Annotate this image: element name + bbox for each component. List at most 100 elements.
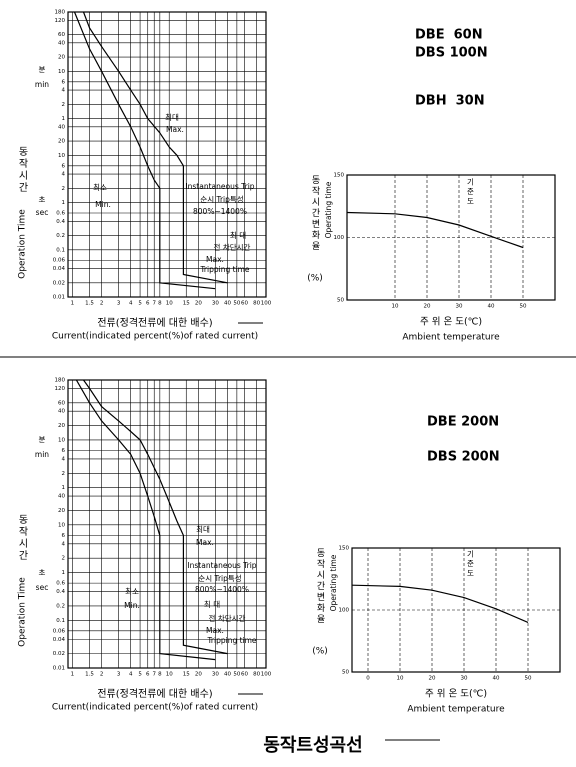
x-tick-label: 50 xyxy=(233,301,240,307)
y-tick-label: 10 xyxy=(58,153,65,159)
y-tick-label: 4 xyxy=(62,456,66,462)
plot-frame xyxy=(346,174,556,301)
x-tick-label: 10 xyxy=(392,304,399,310)
x-tick-label: 80 xyxy=(253,301,260,307)
y-axis-label: (%) xyxy=(307,274,323,284)
annotation: 분 xyxy=(39,65,46,74)
y-tick-label: 60 xyxy=(58,400,65,406)
x-tick-label: 1.5 xyxy=(85,672,94,678)
x-tick-label: 40 xyxy=(488,304,495,310)
annotation: sec xyxy=(36,208,49,217)
y-tick-label: 0.4 xyxy=(56,589,65,595)
y-tick-label: 0.6 xyxy=(56,581,65,587)
x-tick-label: 7 xyxy=(152,672,156,678)
y-tick-label: 20 xyxy=(58,139,65,145)
x-axis-label: Ambient temperature xyxy=(402,333,500,343)
y-tick-label: 0.04 xyxy=(53,637,66,643)
annotation: 최소 xyxy=(125,586,139,596)
curve xyxy=(346,211,524,249)
x-tick-label: 2 xyxy=(100,672,104,678)
y-tick-label: 2 xyxy=(62,471,66,477)
annotation: sec xyxy=(36,583,49,592)
plot-frame xyxy=(67,11,267,298)
y-tick-label: 10 xyxy=(58,69,65,75)
y-tick-label: 1 xyxy=(62,116,66,122)
y-axis-label: 동작시간 xyxy=(16,146,28,194)
y-tick-label: 6 xyxy=(62,163,66,169)
x-tick-label: 20 xyxy=(195,301,202,307)
y-tick-label: 120 xyxy=(55,18,66,24)
x-tick-label: 30 xyxy=(456,304,463,310)
x-tick-label: 50 xyxy=(525,676,532,682)
curve xyxy=(73,11,216,290)
x-tick-label: 30 xyxy=(212,672,219,678)
x-axis-label: Current(indicated percent(%)of rated cur… xyxy=(52,703,258,713)
y-axis-label: 동작시간변화율 xyxy=(315,548,325,625)
x-tick-label: 1 xyxy=(71,301,75,307)
y-tick-label: 20 xyxy=(58,508,65,514)
x-tick-label: 2 xyxy=(100,301,104,307)
annotation: Tripping time xyxy=(206,636,256,645)
y-tick-label: 40 xyxy=(58,124,65,130)
x-tick-label: 10 xyxy=(166,301,173,307)
y-tick-label: 6 xyxy=(62,533,66,539)
y-tick-label: 0.06 xyxy=(53,258,66,264)
y-tick-label: 50 xyxy=(337,298,344,304)
curve xyxy=(82,11,228,284)
y-axis-label: (%) xyxy=(312,647,328,657)
x-tick-label: 40 xyxy=(493,676,500,682)
y-tick-label: 50 xyxy=(342,670,349,676)
annotation: Max. xyxy=(206,255,224,264)
y-axis-label: Operating time xyxy=(329,554,338,611)
curve xyxy=(351,584,529,623)
x-tick-label: 10 xyxy=(166,672,173,678)
x-tick-label: 0 xyxy=(366,676,370,682)
annotation: 순시 Trip특성 xyxy=(198,574,241,583)
model: DBE 200N xyxy=(427,415,499,430)
y-tick-label: 10 xyxy=(58,522,65,528)
model: DBH 30N xyxy=(415,94,485,109)
y-tick-label: 2 xyxy=(62,186,66,192)
x-tick-label: 1.5 xyxy=(85,301,94,307)
x-axis-label: 전류(정격전류에 대한 배수) xyxy=(97,687,212,700)
y-axis-label: Operation Time xyxy=(18,209,28,279)
annotation: Min. xyxy=(124,601,140,610)
annotation: 800%~1400% xyxy=(195,585,249,594)
x-tick-label: 100 xyxy=(261,672,272,678)
annotation: 기준도 xyxy=(466,550,475,579)
x-tick-label: 10 xyxy=(397,676,404,682)
annotation: 초 xyxy=(39,195,46,204)
curve xyxy=(83,379,228,655)
x-tick-label: 7 xyxy=(152,301,156,307)
y-axis-label: 동작시간 xyxy=(16,514,28,562)
y-tick-label: 4 xyxy=(62,541,66,547)
plot-frame xyxy=(67,379,267,669)
annotation: min xyxy=(35,80,49,89)
x-axis-label: 주 위 온 도(℃) xyxy=(420,316,482,328)
x-tick-label: 20 xyxy=(195,672,202,678)
x-tick-label: 30 xyxy=(212,301,219,307)
x-tick-label: 6 xyxy=(146,301,150,307)
y-tick-label: 0.06 xyxy=(53,628,66,634)
x-tick-label: 60 xyxy=(241,301,248,307)
annotation: 최 대 xyxy=(204,599,220,609)
y-tick-label: 150 xyxy=(339,546,350,552)
y-tick-label: 20 xyxy=(58,55,65,61)
x-tick-label: 5 xyxy=(138,672,142,678)
annotation: 분 xyxy=(39,435,46,444)
y-tick-label: 6 xyxy=(62,448,66,454)
y-tick-label: 20 xyxy=(58,423,65,429)
y-tick-label: 100 xyxy=(334,235,345,241)
x-tick-label: 3 xyxy=(117,672,121,678)
y-tick-label: 0.2 xyxy=(56,233,65,239)
y-tick-label: 180 xyxy=(55,378,66,384)
curve xyxy=(75,379,216,661)
annotation: Max. xyxy=(166,125,184,134)
y-tick-label: 0.6 xyxy=(56,211,65,217)
y-tick-label: 0.4 xyxy=(56,219,65,225)
model: DBS 100N xyxy=(415,46,488,61)
y-tick-label: 150 xyxy=(334,173,345,179)
y-tick-label: 0.1 xyxy=(56,618,65,624)
x-tick-label: 40 xyxy=(224,301,231,307)
